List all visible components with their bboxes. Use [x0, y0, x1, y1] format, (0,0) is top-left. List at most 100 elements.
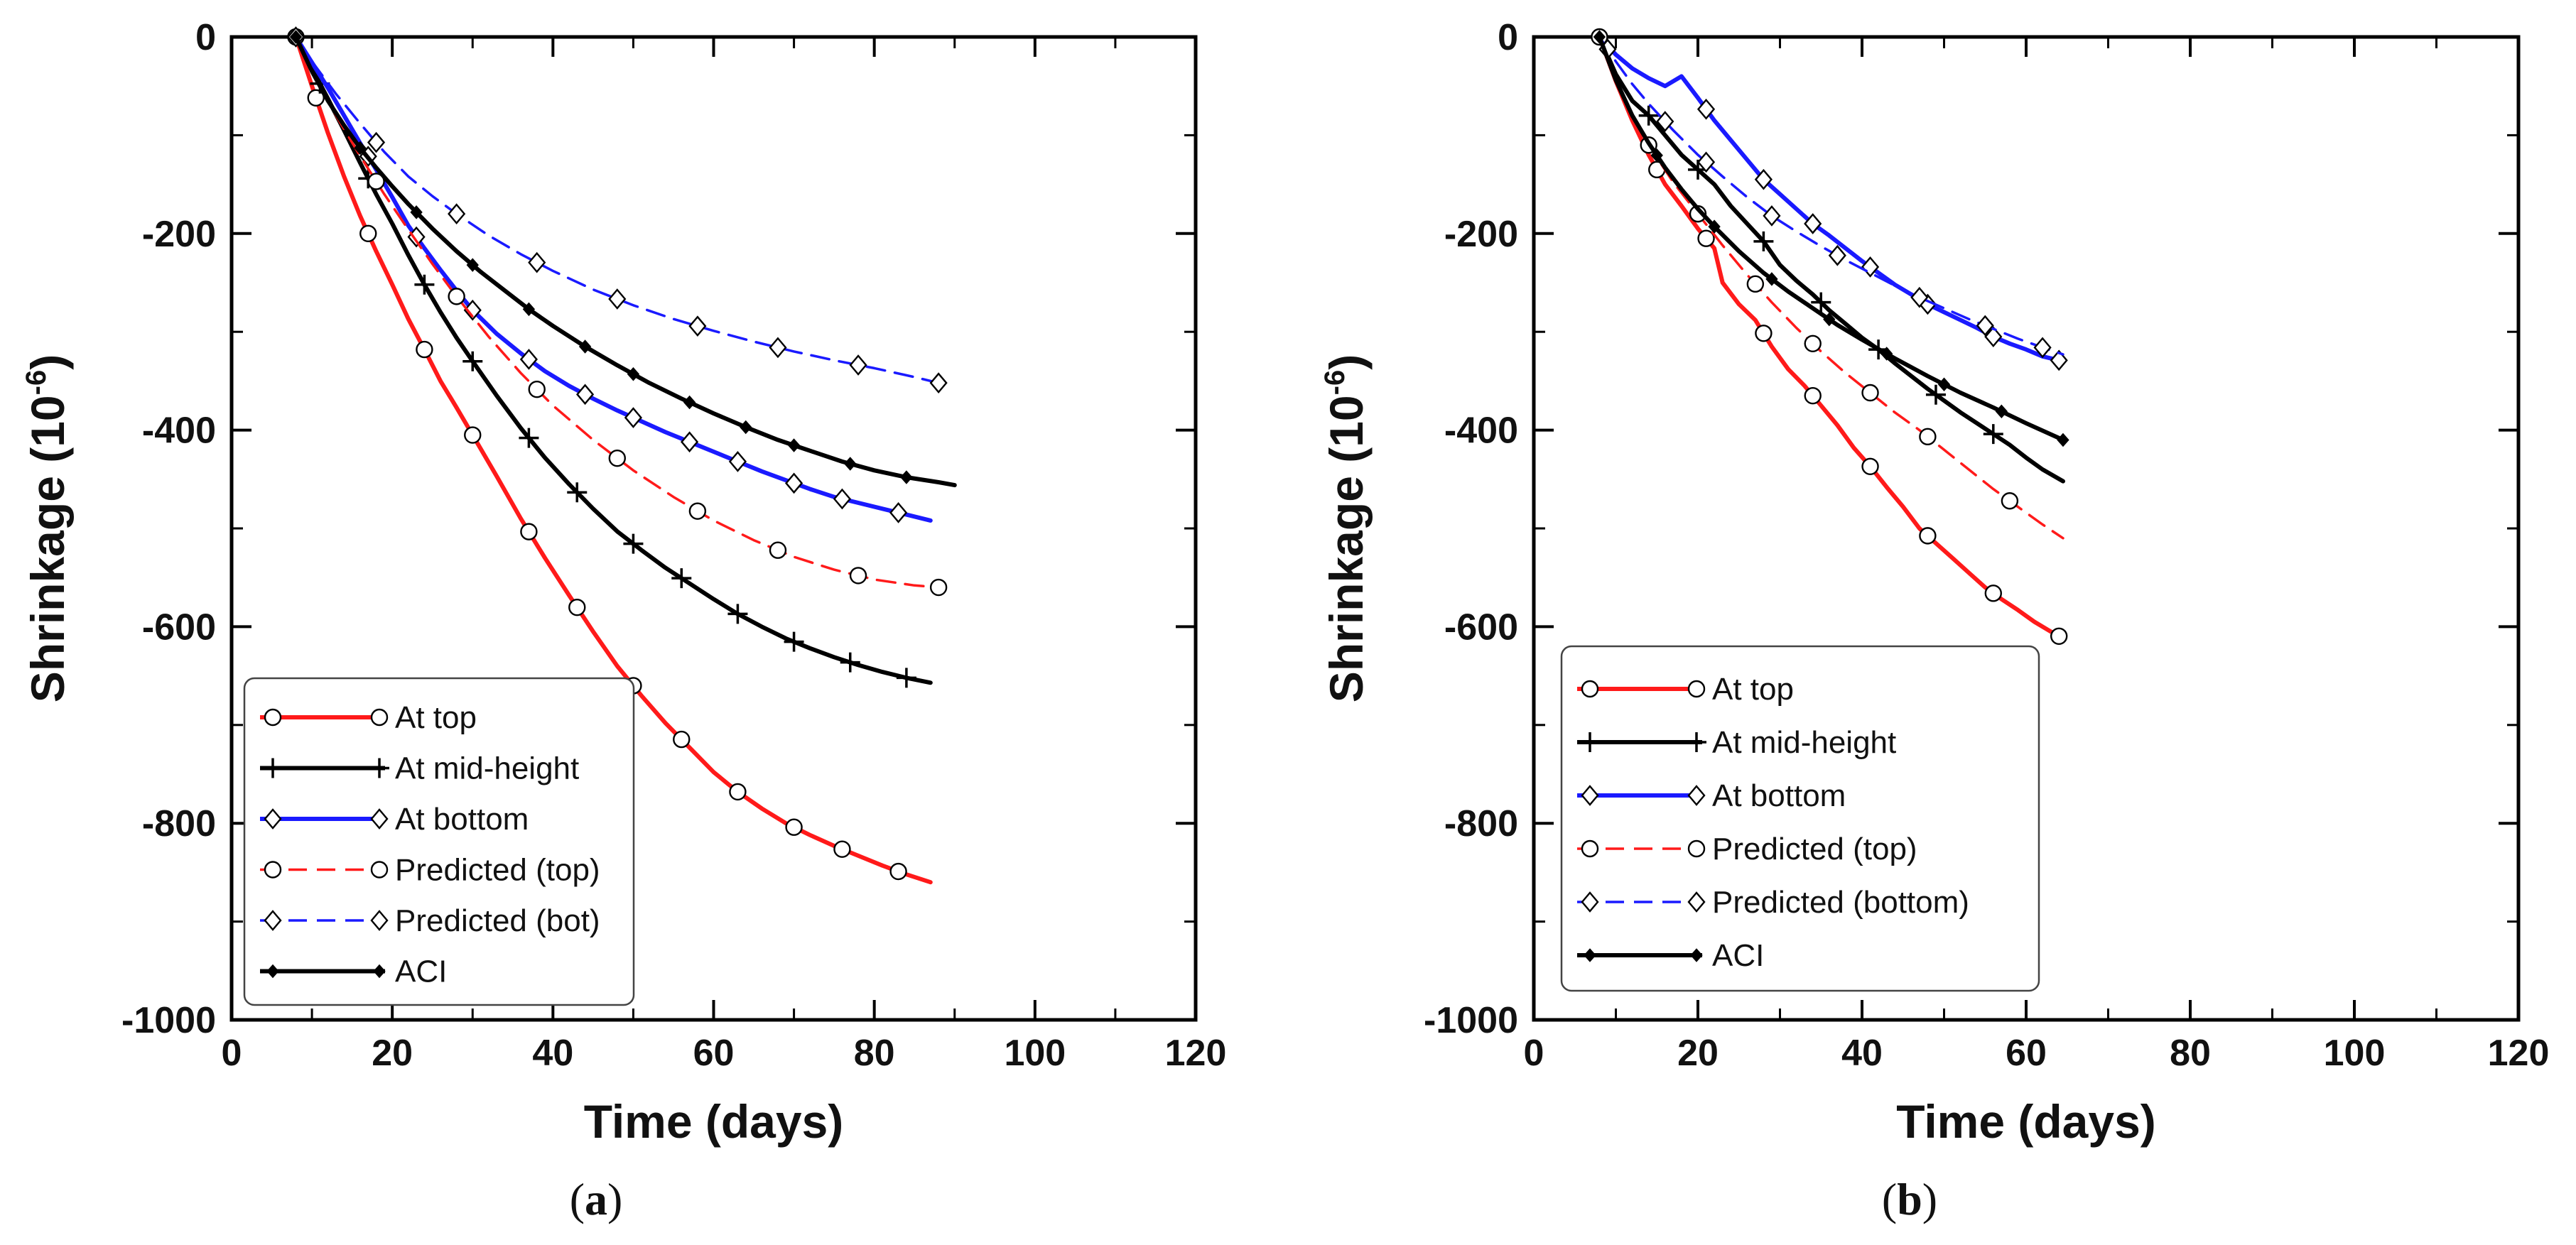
legend-marker: [1687, 680, 1706, 698]
data-point-marker: [2057, 433, 2069, 447]
legend-marker: [1687, 891, 1706, 913]
data-point-marker: [1828, 244, 1846, 266]
legend-marker: [1581, 891, 1599, 913]
data-point-marker: [740, 420, 752, 435]
chart-panel-b: 0 20 40 60 80 100 120 0 -200 -400 -600 -800 -1000 Tim…: [1319, 17, 2549, 1224]
series-predicted-bot: [286, 26, 948, 394]
legend-item: At top: [260, 700, 477, 735]
series-line: [1597, 35, 2065, 442]
x-tick-label: 80: [2170, 1033, 2211, 1074]
series-at-mid-height: [293, 35, 933, 688]
data-point-marker: [849, 567, 867, 585]
x-tick-label: 120: [2488, 1033, 2550, 1074]
data-point-marker: [624, 407, 642, 428]
y-axis-title-exponent: -6: [1319, 370, 1351, 396]
legend-item: At bottom: [1577, 778, 1846, 813]
y-tick-label: -400: [1444, 411, 1518, 452]
data-point-marker: [1861, 384, 1879, 402]
panel-label-letter: a: [585, 1174, 607, 1224]
legend-label: Predicted (bottom): [1712, 885, 1969, 920]
series-line: [1598, 36, 2064, 540]
legend-marker: [373, 964, 386, 979]
data-point-marker: [728, 451, 747, 472]
legend-marker: [1687, 732, 1706, 752]
series-line: [293, 35, 957, 488]
legend-marker: [264, 861, 282, 879]
legend-item: At bottom: [260, 802, 529, 837]
series-predicted-bottom: [1598, 36, 2064, 359]
data-point-marker: [833, 840, 851, 858]
x-tick-label: 40: [532, 1033, 573, 1074]
x-tick-label: 60: [2006, 1033, 2047, 1074]
data-point-marker: [896, 668, 916, 688]
x-tick-label: 0: [222, 1033, 242, 1074]
legend-item: Predicted (bottom): [1577, 885, 1969, 920]
data-point-marker: [1708, 219, 1721, 234]
data-point-marker: [464, 426, 482, 444]
data-point-marker: [673, 730, 691, 749]
data-point-marker: [671, 568, 692, 589]
data-point-marker: [289, 30, 303, 44]
series-layer: [286, 26, 957, 885]
data-point-marker: [729, 783, 747, 801]
y-axis-title: Shrinkage (10-6): [21, 354, 74, 702]
series-at-mid-height: [1597, 35, 2065, 484]
data-point-marker: [623, 533, 644, 554]
y-axis-title-close: ): [1320, 354, 1373, 370]
series-layer: [1591, 28, 2069, 645]
legend-item: Predicted (bot): [260, 903, 600, 938]
legend-label: Predicted (bot): [395, 903, 600, 938]
x-tick-label: 100: [2324, 1033, 2386, 1074]
x-axis-title: Time (days): [1896, 1095, 2156, 1148]
y-tick-label: -200: [142, 214, 216, 255]
legend-label: At top: [1712, 672, 1794, 707]
data-point-marker: [568, 598, 586, 616]
legend-marker: [369, 758, 389, 778]
data-point-marker: [1696, 151, 1716, 173]
data-point-marker: [1995, 404, 2008, 419]
legend-label: At bottom: [395, 802, 529, 837]
legend-item: Predicted (top): [260, 853, 600, 888]
data-point-marker: [1804, 335, 1822, 353]
series-predicted-top: [1591, 28, 2064, 540]
panel-label-letter: b: [1897, 1174, 1922, 1224]
y-tick-label: 0: [195, 17, 216, 58]
data-point-marker: [2033, 337, 2052, 359]
series-aci: [1593, 30, 2069, 447]
data-point-marker: [414, 274, 435, 295]
series-predicted-top: [287, 28, 948, 597]
data-point-marker: [787, 438, 801, 452]
legend: At top At mid-height At bottom Predicted (t…: [1560, 645, 2040, 992]
x-axis-title: Time (days): [584, 1095, 844, 1148]
legend: At top At mid-height At bottom Predicted (t…: [243, 677, 635, 1006]
x-tick-label: 40: [1841, 1033, 1883, 1074]
data-point-marker: [416, 340, 433, 359]
legend-marker: [264, 708, 282, 727]
data-point-marker: [448, 288, 465, 305]
data-point-marker: [900, 470, 913, 484]
y-axis-title-exponent: -6: [21, 370, 52, 396]
y-axis: 0 -200 -400 -600 -800 -1000: [1424, 17, 2518, 1041]
legend-marker: [1581, 785, 1599, 806]
legend-marker: [1687, 839, 1706, 858]
legend-marker: [370, 708, 389, 727]
data-point-marker: [840, 652, 860, 673]
x-tick-label: 20: [372, 1033, 413, 1074]
data-point-marker: [727, 604, 748, 624]
data-point-marker: [627, 366, 640, 381]
data-point-marker: [1804, 386, 1822, 405]
x-tick-label: 60: [693, 1033, 735, 1074]
data-point-marker: [688, 315, 707, 337]
data-point-marker: [1765, 272, 1778, 286]
legend-marker: [263, 758, 283, 778]
data-point-marker: [608, 449, 626, 467]
data-point-marker: [520, 523, 538, 540]
data-point-marker: [1811, 292, 1831, 312]
panel-label-open: (: [1882, 1174, 1897, 1224]
panel-label-close: ): [607, 1174, 622, 1224]
data-point-marker: [367, 173, 385, 190]
y-tick-label: -800: [142, 803, 216, 844]
legend-marker: [1580, 732, 1600, 752]
data-point-marker: [1984, 585, 2003, 602]
y-axis-title-main: Shrinkage (10: [21, 395, 74, 702]
